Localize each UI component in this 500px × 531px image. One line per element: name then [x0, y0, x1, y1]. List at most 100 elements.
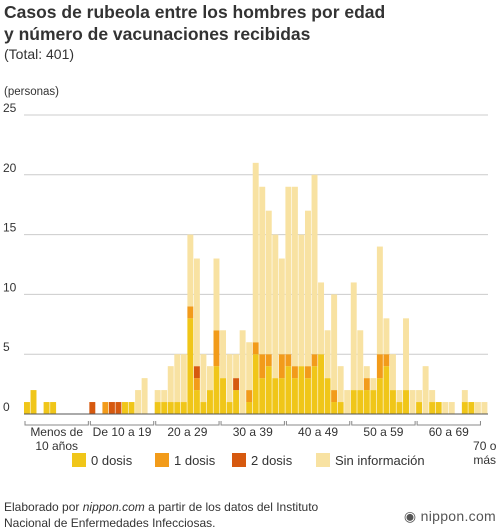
bar-dose1-age-43: [305, 366, 311, 379]
bar-dose0-age-26: [193, 390, 200, 414]
bar-unknown-age-24: [180, 354, 187, 403]
age-group-label-line: 30 a 39: [233, 425, 273, 439]
bar-unknown-age-37: [265, 210, 272, 355]
bar-dose2-age-10: [89, 402, 96, 414]
age-group-bracket-0: [24, 421, 89, 426]
bar-dose0-age-3: [43, 402, 50, 414]
age-group-label-line: 10 años: [35, 439, 78, 453]
bar-unknown-age-36: [259, 186, 266, 355]
bar-unknown-age-17: [135, 390, 142, 414]
bar-dose0-age-48: [337, 402, 344, 414]
age-group-bracket-5: [351, 421, 416, 426]
bar-dose0-age-34: [246, 402, 253, 414]
age-group-label-2: 20 a 29: [167, 425, 207, 439]
bar-dose2-age-14: [115, 402, 122, 414]
bar-unknown-age-51: [357, 330, 364, 391]
bar-unknown-age-49: [344, 390, 351, 414]
bar-dose2-age-26: [193, 366, 200, 379]
age-group-label-4: 40 a 49: [298, 425, 338, 439]
bar-unknown-age-46: [324, 330, 331, 379]
legend-swatch-dose0: [72, 453, 86, 467]
bar-unknown-age-31: [226, 354, 233, 403]
bar-unknown-age-35: [252, 162, 259, 343]
source-rest: a partir de los datos del Instituto: [144, 500, 319, 514]
bar-dose0-age-29: [213, 366, 220, 414]
bar-dose1-age-12: [102, 402, 109, 414]
bar-unknown-age-20: [154, 390, 161, 403]
bar-dose0-age-42: [298, 366, 305, 414]
bar-unknown-age-48: [337, 366, 344, 403]
bar-unknown-age-18: [141, 378, 148, 414]
bar-dose1-age-26: [193, 378, 200, 391]
bar-unknown-age-60: [416, 390, 423, 403]
bar-unknown-age-23: [174, 354, 181, 403]
chart-title-line-2: y número de vacunaciones recibidas: [4, 24, 311, 44]
bar-dose0-age-31: [226, 402, 233, 414]
bar-unknown-age-53: [370, 378, 377, 391]
source-site: nippon.com: [82, 500, 145, 514]
bar-unknown-age-62: [429, 390, 436, 403]
y-tick-label-10: 10: [3, 280, 17, 294]
legend-item-unknown: Sin información: [316, 453, 425, 468]
age-group-label-line: 60 a 69: [429, 425, 469, 439]
bar-dose0-age-43: [305, 378, 311, 414]
chart-title-line-1: Casos de rubeola entre los hombres por e…: [4, 2, 386, 22]
source-note: Elaborado por nippon.com a partir de los…: [4, 499, 318, 531]
age-group-label-5: 50 a 59: [363, 425, 403, 439]
bar-dose0-age-56: [389, 390, 396, 414]
bar-dose0-age-21: [161, 402, 168, 414]
bar-dose0-age-50: [350, 390, 357, 414]
bar-dose2-age-32: [233, 378, 240, 391]
bar-chart: 0 5 10 15 20 25 Menos de 10 años De 10 a 19 20 a …: [3, 101, 497, 467]
legend-item-dose0: 0 dosis: [72, 453, 132, 468]
bar-dose0-age-58: [403, 390, 409, 414]
bar-dose0-age-1: [30, 390, 37, 414]
age-group-label-3: 30 a 39: [233, 425, 273, 439]
bar-dose0-age-25: [187, 318, 194, 414]
legend-label-dose0: 0 dosis: [91, 453, 133, 468]
age-group-label-line: De 10 a 19: [93, 425, 152, 439]
bar-dose1-age-35: [252, 342, 259, 355]
bar-unknown-age-57: [396, 390, 403, 403]
bar-dose0-age-44: [311, 366, 318, 414]
bar-unknown-age-45: [318, 282, 325, 355]
age-group-label-line: más: [473, 453, 496, 467]
legend-swatch-unknown: [316, 453, 330, 467]
bar-dose0-age-22: [167, 402, 174, 414]
age-group-bracket-3: [220, 421, 285, 426]
age-group-label-line: Menos de: [30, 425, 83, 439]
bar-unknown-age-50: [350, 282, 357, 391]
bar-dose0-age-0: [24, 402, 30, 414]
bar-dose0-age-45: [318, 354, 325, 414]
bar-unknown-age-26: [193, 258, 200, 367]
bar-unknown-age-59: [409, 390, 416, 414]
bar-unknown-age-69: [474, 402, 481, 414]
bar-dose1-age-52: [363, 378, 370, 391]
bar-unknown-age-40: [285, 186, 292, 355]
age-group-bracket-2: [155, 421, 220, 426]
bar-dose0-age-38: [272, 378, 279, 414]
age-group-label-6: 60 a 69: [429, 425, 469, 439]
logo-mark-icon: ◉: [403, 508, 421, 524]
bar-unknown-age-55: [383, 318, 390, 355]
bar-dose0-age-53: [370, 390, 377, 414]
bar-dose0-age-32: [233, 390, 240, 414]
y-tick-label-20: 20: [3, 161, 17, 175]
bar-dose0-age-39: [278, 378, 285, 414]
bar-dose1-age-41: [291, 366, 298, 379]
bar-unknown-age-29: [213, 258, 220, 331]
bar-dose0-age-24: [180, 402, 187, 414]
bar-unknown-age-52: [363, 366, 370, 379]
y-tick-label-25: 25: [3, 101, 17, 115]
age-group-bracket-4: [285, 421, 351, 426]
bar-dose1-age-55: [383, 354, 390, 367]
age-group-label-line: 20 a 29: [167, 425, 207, 439]
bar-dose0-age-51: [357, 390, 364, 414]
legend-item-dose2: 2 dosis: [232, 453, 292, 468]
bar-unknown-age-43: [305, 210, 311, 367]
bar-dose1-age-36: [259, 354, 266, 379]
bar-unknown-age-61: [422, 366, 429, 414]
legend-label-dose1: 1 dosis: [174, 453, 216, 468]
bar-unknown-age-41: [291, 186, 298, 367]
bar-dose0-age-15: [122, 402, 128, 414]
